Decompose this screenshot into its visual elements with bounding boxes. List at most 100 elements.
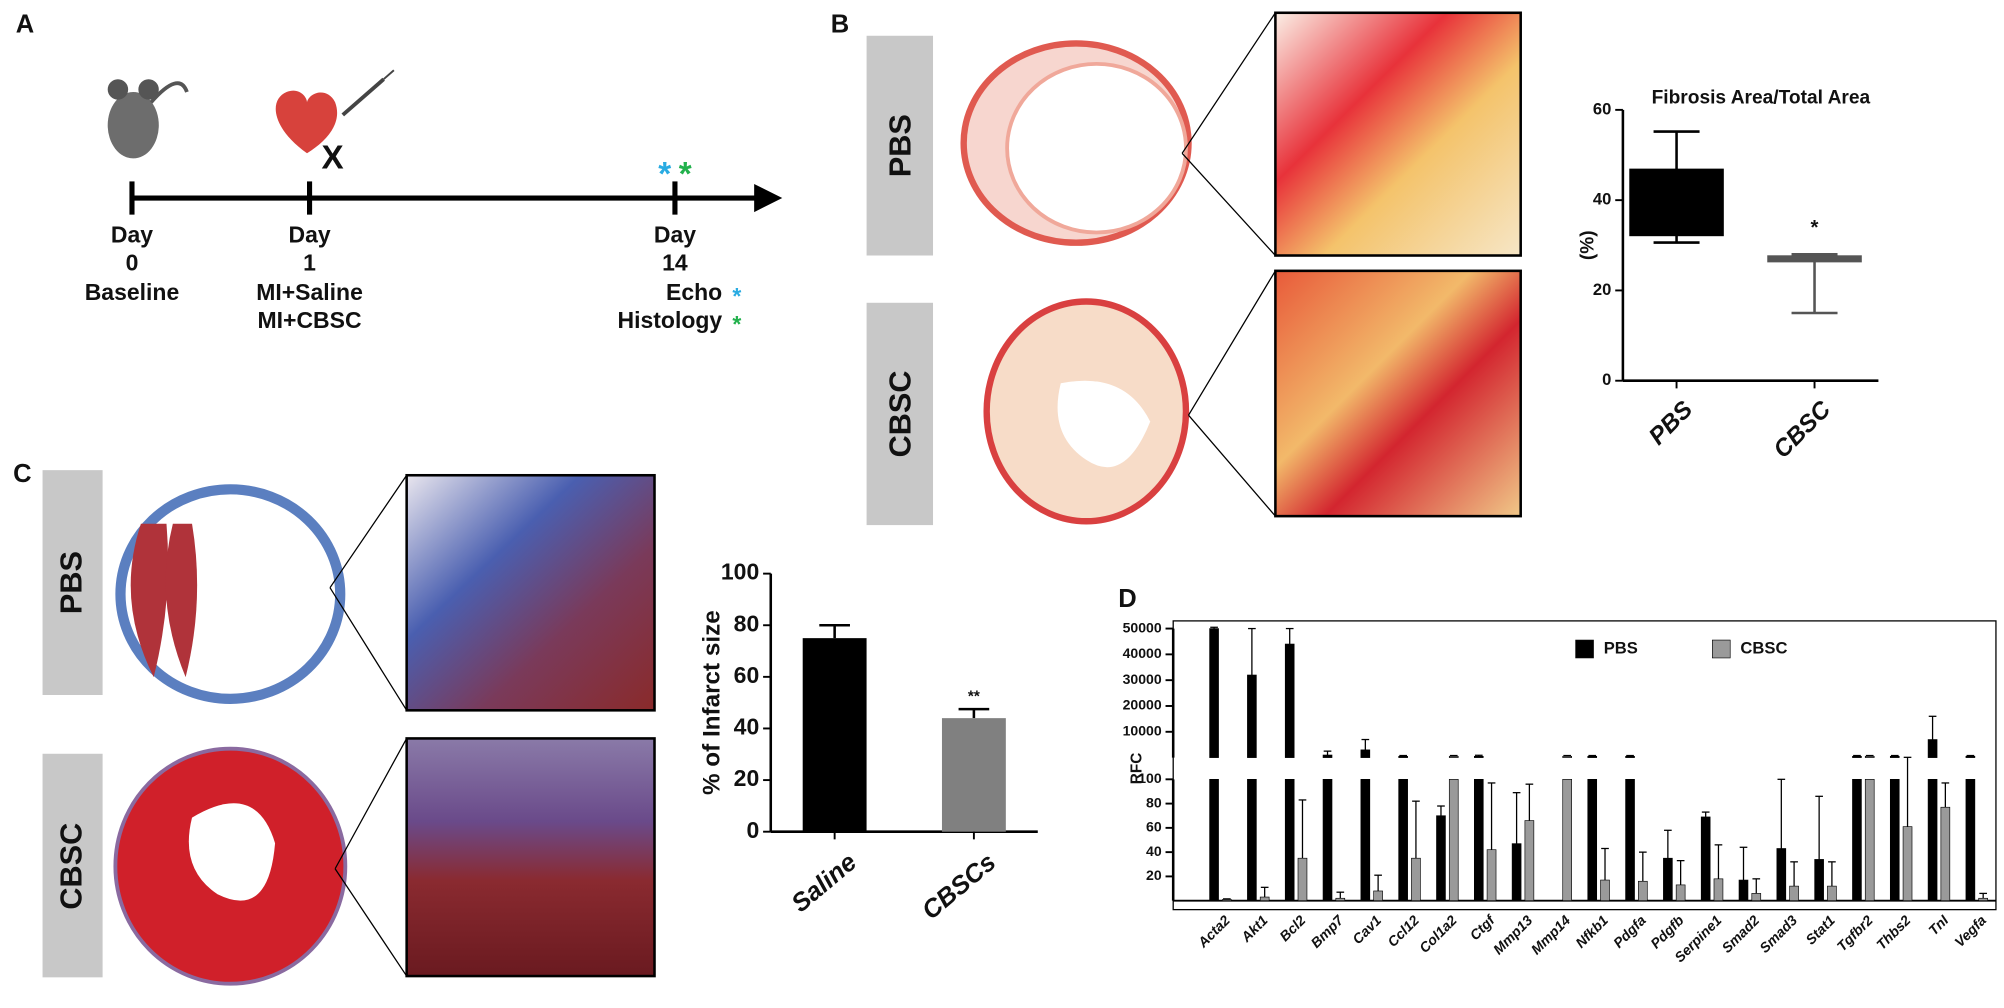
bar-segment (1373, 890, 1383, 902)
bar-segment (1247, 778, 1257, 902)
y-tick-label: 80 (734, 610, 760, 636)
y-tick-label: 10000 (1123, 723, 1162, 739)
bar-segment (1776, 848, 1787, 902)
bar (1524, 820, 1535, 902)
bar-segment (1436, 815, 1446, 902)
y-tick-label: 20 (1593, 280, 1611, 299)
bar-segment (1713, 878, 1724, 902)
bar-segment (1259, 896, 1270, 902)
bar-segment (1789, 885, 1799, 902)
x-tick-label: Akt1 (1237, 912, 1271, 946)
bar-segment (1473, 755, 1484, 758)
x-tick-label: Vegfa (1951, 912, 1989, 950)
bar (1259, 896, 1270, 902)
bar (1284, 643, 1295, 902)
x-tick-label: Mmp13 (1490, 912, 1536, 958)
day-label: Day (654, 221, 696, 247)
mouse-ear (107, 79, 129, 100)
bar (1209, 628, 1219, 902)
box (1629, 168, 1724, 237)
bar (1827, 885, 1837, 902)
bar-segment (1814, 859, 1824, 902)
bar-segment (1940, 806, 1951, 902)
group-label: PBS (883, 114, 917, 177)
bar-segment (1965, 755, 1976, 758)
x-tick-label: Acta2 (1194, 912, 1233, 951)
bar (1700, 816, 1711, 902)
syringe (341, 77, 385, 117)
myocardium (165, 523, 198, 678)
day-number: 0 (126, 250, 139, 276)
bar-segment (1335, 897, 1346, 902)
bar (1852, 755, 1862, 902)
x-tick-label: Cav1 (1349, 912, 1384, 947)
x-tick-label: Nfkb1 (1572, 912, 1611, 951)
bar-segment (1625, 755, 1635, 758)
bar (1335, 897, 1346, 902)
bar (1663, 857, 1673, 902)
group-label: CBSC (883, 370, 917, 457)
bar (1600, 879, 1610, 902)
zoom-image (405, 473, 656, 712)
x-tick-label: Ctgf (1466, 911, 1498, 943)
panel-label: C (13, 460, 31, 488)
panel-label: A (16, 10, 34, 38)
timeline-note: Histology (617, 307, 722, 333)
event-marker: X (321, 139, 343, 176)
y-tick-label: 0 (746, 817, 759, 843)
bar (802, 638, 867, 832)
bar-segment (1738, 879, 1749, 902)
timeline-note: Baseline (85, 279, 180, 305)
mouse-icon (107, 79, 189, 159)
bar-segment (1511, 843, 1522, 902)
bar (1297, 857, 1308, 902)
bar (1587, 755, 1598, 902)
mouse-body (107, 91, 159, 159)
y-tick-label: 60 (734, 662, 760, 688)
panel-label: B (831, 10, 849, 38)
bar (1978, 897, 1988, 902)
panel-label: D (1118, 585, 1136, 613)
bar (1902, 826, 1913, 902)
x-tick-label: Saline (786, 848, 862, 918)
bar-segment (1864, 778, 1875, 902)
x-tick-label: Pdgfa (1610, 912, 1649, 951)
timeline-arrow (754, 183, 783, 213)
note-marker: * (732, 283, 741, 309)
bar (1675, 884, 1686, 902)
bar-segment (1524, 820, 1535, 902)
y-tick-label: 20 (1146, 867, 1162, 883)
timeline-note: Echo (666, 279, 722, 305)
bar-segment (1297, 857, 1308, 902)
bar-segment (1562, 755, 1572, 758)
y-tick-label: 40 (734, 714, 760, 740)
bar (1411, 857, 1421, 902)
legend-label: CBSC (1740, 638, 1787, 657)
bar (1486, 849, 1497, 902)
zoom-connector (329, 474, 408, 711)
bar-segment (1889, 778, 1900, 902)
label-box (42, 753, 103, 978)
x-tick-label: Smad2 (1718, 912, 1762, 956)
y-tick-label: 50000 (1123, 619, 1162, 635)
bar-segment (1322, 754, 1333, 758)
bar-segment (1852, 778, 1862, 902)
bar-segment (1675, 884, 1686, 902)
bar (1940, 806, 1951, 902)
bar (1751, 893, 1762, 902)
bar (1776, 848, 1787, 902)
bar-segment (1638, 880, 1648, 902)
label-box (866, 35, 934, 256)
bar-segment (1600, 879, 1610, 902)
timeline-note: MI+Saline (256, 279, 363, 305)
bar-segment (1360, 749, 1371, 758)
day-number: 1 (303, 250, 316, 276)
zoom-image (1274, 269, 1522, 518)
bar-segment (1322, 778, 1333, 902)
bar-segment (1284, 778, 1295, 902)
y-axis-label: % of Infarct size (699, 610, 726, 795)
zoom-image (405, 737, 656, 978)
x-tick-label: PBS (1644, 396, 1698, 450)
heart-lumen (1057, 380, 1151, 468)
